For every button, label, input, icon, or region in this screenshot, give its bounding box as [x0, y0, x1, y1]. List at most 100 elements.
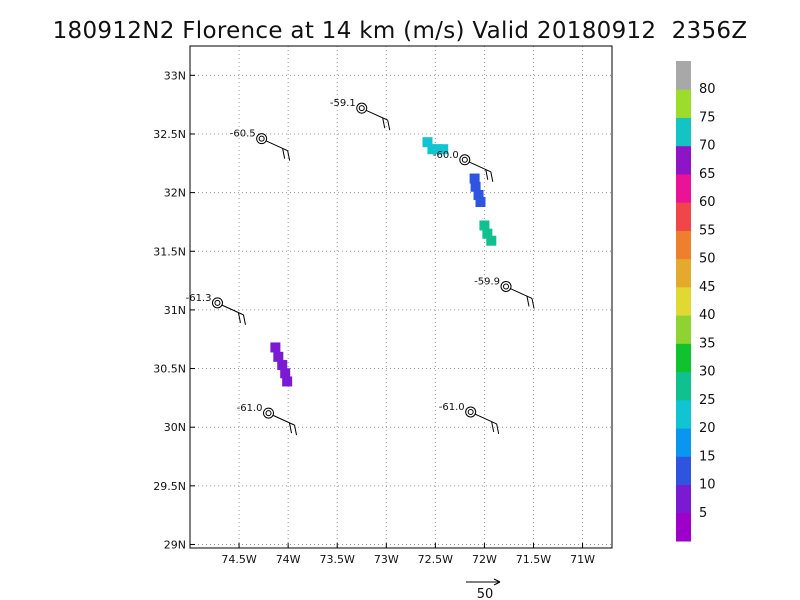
station-label: -59.1 — [330, 98, 356, 109]
wind-cell — [482, 228, 493, 239]
colorbar-label: 30 — [699, 365, 716, 380]
colorbar-segment — [676, 61, 691, 90]
x-tick-label: 74W — [276, 553, 301, 566]
station-marker-inner — [265, 410, 272, 417]
wind-cell — [469, 173, 480, 184]
station-marker — [465, 406, 477, 418]
colorbar-segment — [676, 173, 691, 203]
wind-barb-staff — [474, 413, 497, 425]
wind-cell — [432, 144, 443, 155]
colorbar-segment — [676, 315, 691, 344]
colorbar-label: 70 — [699, 139, 716, 154]
station-marker-inner — [467, 408, 474, 415]
colorbar-label: 75 — [699, 110, 716, 125]
colorbar-segment — [676, 145, 691, 175]
wind-cell — [273, 351, 284, 362]
colorbar-label: 45 — [699, 280, 716, 295]
colorbar-label: 65 — [699, 167, 716, 182]
station-marker-inner — [258, 135, 265, 142]
wind-barb — [289, 423, 293, 434]
wind-barb-staff — [221, 304, 244, 316]
x-tick-label: 71.5W — [516, 553, 551, 566]
wind-barb — [382, 118, 386, 129]
colorbar-label: 40 — [699, 308, 716, 323]
colorbar-label: 5 — [699, 506, 707, 521]
colorbar-label: 80 — [699, 82, 716, 97]
y-tick-label: 31N — [164, 304, 186, 317]
station-marker-inner — [503, 283, 510, 290]
station-marker — [500, 280, 512, 292]
wind-barb — [491, 421, 495, 433]
wind-cell — [475, 196, 486, 207]
y-tick-label: 30N — [164, 421, 186, 434]
x-tick-label: 73W — [374, 553, 399, 566]
colorbar-label: 25 — [699, 393, 716, 408]
station-marker — [256, 133, 268, 145]
wind-barb — [242, 314, 246, 325]
wind-barb — [490, 171, 494, 182]
colorbar-segment — [676, 343, 691, 373]
colorbar-segment — [676, 258, 691, 288]
colorbar-segment — [676, 286, 691, 316]
station-marker — [263, 407, 275, 419]
x-tick-label: 71W — [570, 553, 595, 566]
y-tick-label: 31.5N — [153, 245, 186, 258]
wind-barb — [526, 296, 530, 307]
station-marker-inner — [461, 156, 468, 163]
wind-cell — [280, 368, 291, 379]
station-label: -61.3 — [186, 293, 212, 304]
wind-cell — [486, 235, 497, 246]
colorbar-label: 20 — [699, 421, 716, 436]
colorbar-segment — [676, 428, 691, 457]
station-label: -60.5 — [230, 129, 256, 140]
x-tick-label: 73.5W — [320, 553, 355, 566]
station-marker — [459, 154, 471, 166]
station-marker — [211, 297, 223, 309]
colorbar-label: 60 — [699, 195, 716, 210]
y-tick-label: 32.5N — [153, 128, 186, 141]
wind-barb-staff — [509, 287, 533, 299]
wind-barb-staff — [265, 140, 288, 152]
reference-vector-label: 50 — [477, 587, 494, 600]
wind-cell — [277, 360, 288, 371]
chart-title: 180912N2 Florence at 14 km (m/s) Valid 2… — [52, 18, 748, 44]
wind-barb — [294, 425, 298, 436]
wind-cell — [270, 342, 281, 353]
colorbar-label: 35 — [699, 336, 716, 351]
reference-vector-head — [493, 578, 501, 586]
station-label: -59.9 — [474, 276, 500, 287]
wind-barb — [387, 120, 391, 131]
colorbar-segment — [676, 456, 691, 486]
wind-cell — [473, 189, 484, 200]
x-tick-label: 72.5W — [418, 553, 453, 566]
wind-barb — [237, 312, 241, 323]
colorbar-segment — [676, 230, 691, 260]
station-marker-inner — [358, 105, 365, 112]
station-label: -61.0 — [237, 403, 263, 414]
colorbar-label: 15 — [699, 449, 716, 464]
y-tick-label: 29N — [164, 538, 186, 551]
wind-barb — [287, 150, 291, 161]
wind-barb-staff — [272, 414, 295, 426]
wind-cell — [422, 137, 433, 148]
y-tick-label: 33N — [164, 69, 186, 82]
wind-cell — [282, 376, 293, 387]
colorbar-segment — [676, 484, 691, 514]
y-tick-label: 29.5N — [153, 480, 186, 493]
colorbar-label: 10 — [699, 478, 716, 493]
wind-barb-staff — [468, 161, 491, 173]
wind-barb — [485, 169, 489, 180]
y-tick-label: 30.5N — [153, 363, 186, 376]
colorbar-segment — [676, 117, 691, 147]
station-marker-inner — [214, 299, 221, 306]
colorbar-segment — [676, 371, 691, 401]
colorbar-segment — [676, 89, 691, 118]
wind-barb — [496, 423, 500, 435]
x-tick-label: 72W — [472, 553, 497, 566]
colorbar-segment — [676, 512, 691, 542]
x-tick-label: 74.5W — [221, 553, 256, 566]
colorbar-segment — [676, 399, 691, 429]
wind-barb-staff — [365, 109, 388, 121]
wind-cell — [470, 181, 481, 192]
station-label: -60.0 — [433, 150, 459, 161]
